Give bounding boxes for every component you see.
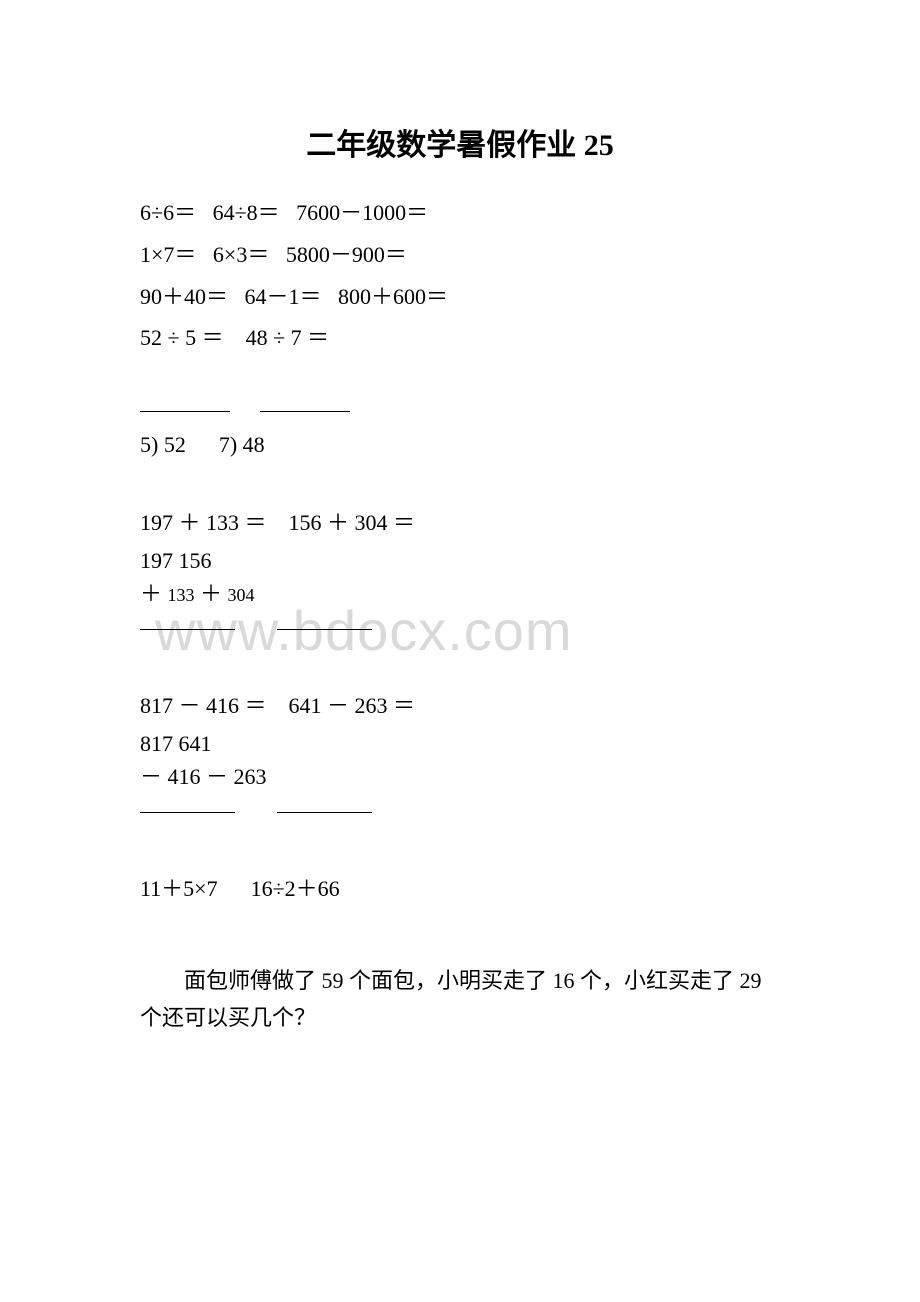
result-bar — [277, 809, 372, 813]
expr: 11＋5×7 — [140, 876, 218, 901]
expr: 1×7＝ — [140, 242, 196, 267]
result-bar — [140, 809, 235, 813]
dividend: 52 — [164, 432, 186, 457]
mixed-operations-row: 11＋5×7 16÷2＋66 — [140, 868, 780, 910]
operator: － — [206, 764, 228, 789]
addition-bottom-row: ＋ 133 ＋ 304 — [140, 577, 780, 610]
addition-top-row: 197 156 — [140, 544, 780, 577]
division-bar — [140, 411, 230, 413]
result-bar — [140, 626, 235, 630]
subtraction-result-bars — [140, 799, 780, 818]
expr: 52 ÷ 5 ＝ — [140, 325, 224, 350]
mental-math-row-1: 6÷6＝ 64÷8＝ 7600－1000＝ — [140, 192, 780, 234]
long-division-bars — [140, 401, 780, 420]
expr: 64－1＝ — [245, 284, 322, 309]
expr: 90＋40＝ — [140, 284, 228, 309]
long-division-row: 5) 52 7) 48 — [140, 424, 780, 466]
addend-bottom: 304 — [228, 585, 255, 605]
expr: 800＋600＝ — [338, 284, 448, 309]
expr: 197 ＋ 133 ＝ — [140, 510, 267, 535]
result-bar — [277, 626, 372, 630]
minuend: 641 — [179, 731, 212, 756]
addend-top: 156 — [179, 548, 212, 573]
addition-header: 197 ＋ 133 ＝ 156 ＋ 304 ＝ — [140, 502, 780, 544]
addition-result-bars — [140, 616, 780, 635]
divisor: 5 — [140, 432, 151, 457]
mental-math-row-4: 52 ÷ 5 ＝ 48 ÷ 7 ＝ — [140, 317, 780, 359]
expr: 5800－900＝ — [286, 242, 407, 267]
mental-math-row-3: 90＋40＝ 64－1＝ 800＋600＝ — [140, 276, 780, 318]
subtraction-top-row: 817 641 — [140, 727, 780, 760]
expr: 641 － 263 ＝ — [289, 693, 416, 718]
addend-top: 197 — [140, 548, 173, 573]
expr: 817 － 416 ＝ — [140, 693, 267, 718]
page-title: 二年级数学暑假作业 25 — [140, 120, 780, 164]
addend-bottom: 133 — [168, 585, 195, 605]
expr: 156 ＋ 304 ＝ — [289, 510, 416, 535]
division-bar — [260, 411, 350, 413]
subtrahend: 263 — [234, 764, 267, 789]
operator: ＋ — [140, 581, 162, 606]
subtrahend: 416 — [168, 764, 201, 789]
word-problem: 面包师傅做了 59 个面包，小明买走了 16 个，小红买走了 29 个还可以买几… — [140, 962, 780, 1037]
operator: ＋ — [200, 581, 222, 606]
expr: 6÷6＝ — [140, 200, 196, 225]
expr: 64÷8＝ — [213, 200, 280, 225]
document-content: 二年级数学暑假作业 25 6÷6＝ 64÷8＝ 7600－1000＝ 1×7＝ … — [140, 120, 780, 1037]
subtraction-header: 817 － 416 ＝ 641 － 263 ＝ — [140, 685, 780, 727]
dividend: 48 — [243, 432, 265, 457]
expr: 6×3＝ — [213, 242, 269, 267]
expr: 16÷2＋66 — [251, 876, 340, 901]
expr: 7600－1000＝ — [296, 200, 428, 225]
mental-math-row-2: 1×7＝ 6×3＝ 5800－900＝ — [140, 234, 780, 276]
expr: 48 ÷ 7 ＝ — [246, 325, 330, 350]
minuend: 817 — [140, 731, 173, 756]
divisor: 7 — [219, 432, 230, 457]
operator: － — [140, 764, 162, 789]
subtraction-bottom-row: － 416 － 263 — [140, 760, 780, 793]
